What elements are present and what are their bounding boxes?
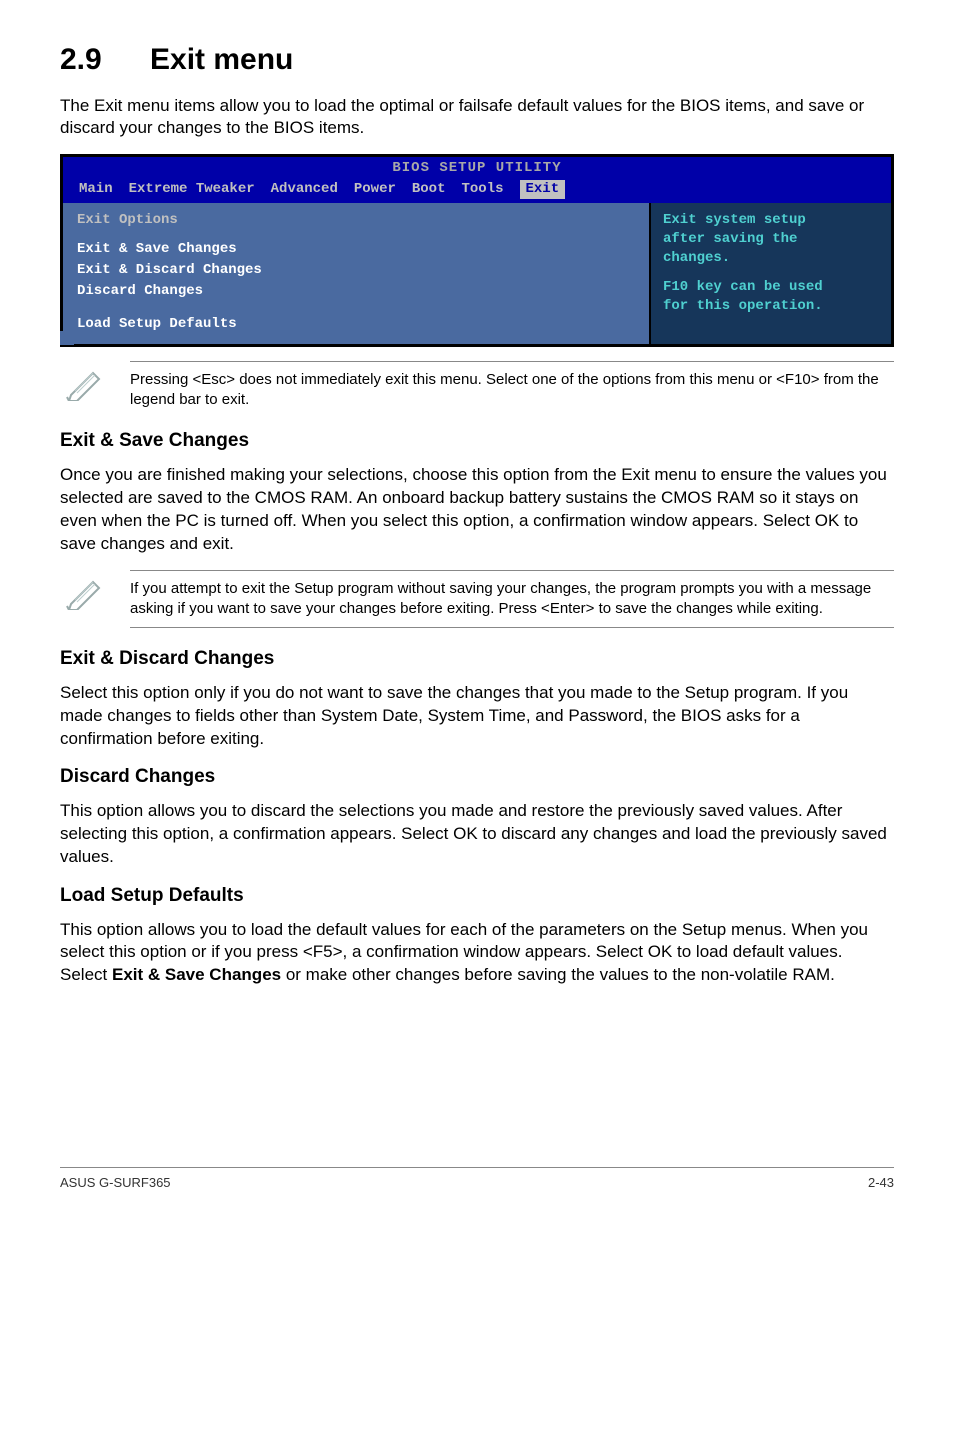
- bios-right-line: for this operation.: [663, 297, 879, 316]
- pencil-icon: [60, 361, 110, 401]
- footer-left: ASUS G-SURF365: [60, 1174, 171, 1192]
- body-exit-save: Once you are finished making your select…: [60, 464, 894, 556]
- section-name: Exit menu: [150, 43, 293, 76]
- section-title: 2.9Exit menu: [60, 40, 894, 81]
- bios-tab-exit: Exit: [520, 180, 566, 199]
- body-load-defaults: This option allows you to load the defau…: [60, 919, 894, 988]
- bios-left-item: Exit & Discard Changes: [77, 261, 635, 280]
- bios-right-panel: Exit system setup after saving the chang…: [651, 203, 891, 343]
- body-exit-discard: Select this option only if you do not wa…: [60, 682, 894, 751]
- bios-header: BIOS SETUP UTILITY Main Extreme Tweaker …: [63, 157, 891, 203]
- bios-tab-tools: Tools: [461, 180, 503, 199]
- bios-left-item: Exit & Save Changes: [77, 240, 635, 259]
- bios-right-line: F10 key can be used: [663, 278, 879, 297]
- heading-discard: Discard Changes: [60, 764, 894, 790]
- note-esc-text: Pressing <Esc> does not immediately exit…: [130, 361, 894, 411]
- page-footer: ASUS G-SURF365 2-43: [60, 1167, 894, 1192]
- pencil-icon: [60, 570, 110, 610]
- bios-tab-boot: Boot: [412, 180, 446, 199]
- spacer: [77, 232, 635, 238]
- heading-load-defaults: Load Setup Defaults: [60, 883, 894, 909]
- body-discard: This option allows you to discard the se…: [60, 800, 894, 869]
- bios-tab-power: Power: [354, 180, 396, 199]
- section-number: 2.9: [60, 40, 150, 81]
- spacer: [663, 268, 879, 278]
- bios-tab-extreme-tweaker: Extreme Tweaker: [129, 180, 255, 199]
- bios-body: Exit Options Exit & Save Changes Exit & …: [63, 203, 891, 343]
- note-esc: Pressing <Esc> does not immediately exit…: [60, 361, 894, 411]
- note-save-prompt-text: If you attempt to exit the Setup program…: [130, 570, 894, 629]
- footer-right: 2-43: [868, 1174, 894, 1192]
- heading-exit-discard: Exit & Discard Changes: [60, 646, 894, 672]
- bios-right-line: changes.: [663, 249, 879, 268]
- heading-exit-save: Exit & Save Changes: [60, 428, 894, 454]
- bios-left-item: Load Setup Defaults: [77, 315, 635, 334]
- bios-right-line: after saving the: [663, 230, 879, 249]
- bios-utility-label: BIOS SETUP UTILITY: [63, 157, 891, 178]
- bios-right-line: Exit system setup: [663, 211, 879, 230]
- bios-screenshot: BIOS SETUP UTILITY Main Extreme Tweaker …: [60, 154, 894, 346]
- load-defaults-post: or make other changes before saving the …: [281, 965, 835, 984]
- bios-left-corner: [60, 331, 74, 345]
- spacer: [77, 303, 635, 313]
- note-save-prompt: If you attempt to exit the Setup program…: [60, 570, 894, 629]
- bios-left-panel: Exit Options Exit & Save Changes Exit & …: [63, 203, 651, 343]
- bios-left-title: Exit Options: [77, 211, 635, 230]
- load-defaults-bold: Exit & Save Changes: [112, 965, 281, 984]
- bios-tabs: Main Extreme Tweaker Advanced Power Boot…: [63, 178, 891, 203]
- bios-left-item: Discard Changes: [77, 282, 635, 301]
- bios-tab-main: Main: [79, 180, 113, 199]
- bios-tab-advanced: Advanced: [271, 180, 338, 199]
- intro-paragraph: The Exit menu items allow you to load th…: [60, 95, 894, 141]
